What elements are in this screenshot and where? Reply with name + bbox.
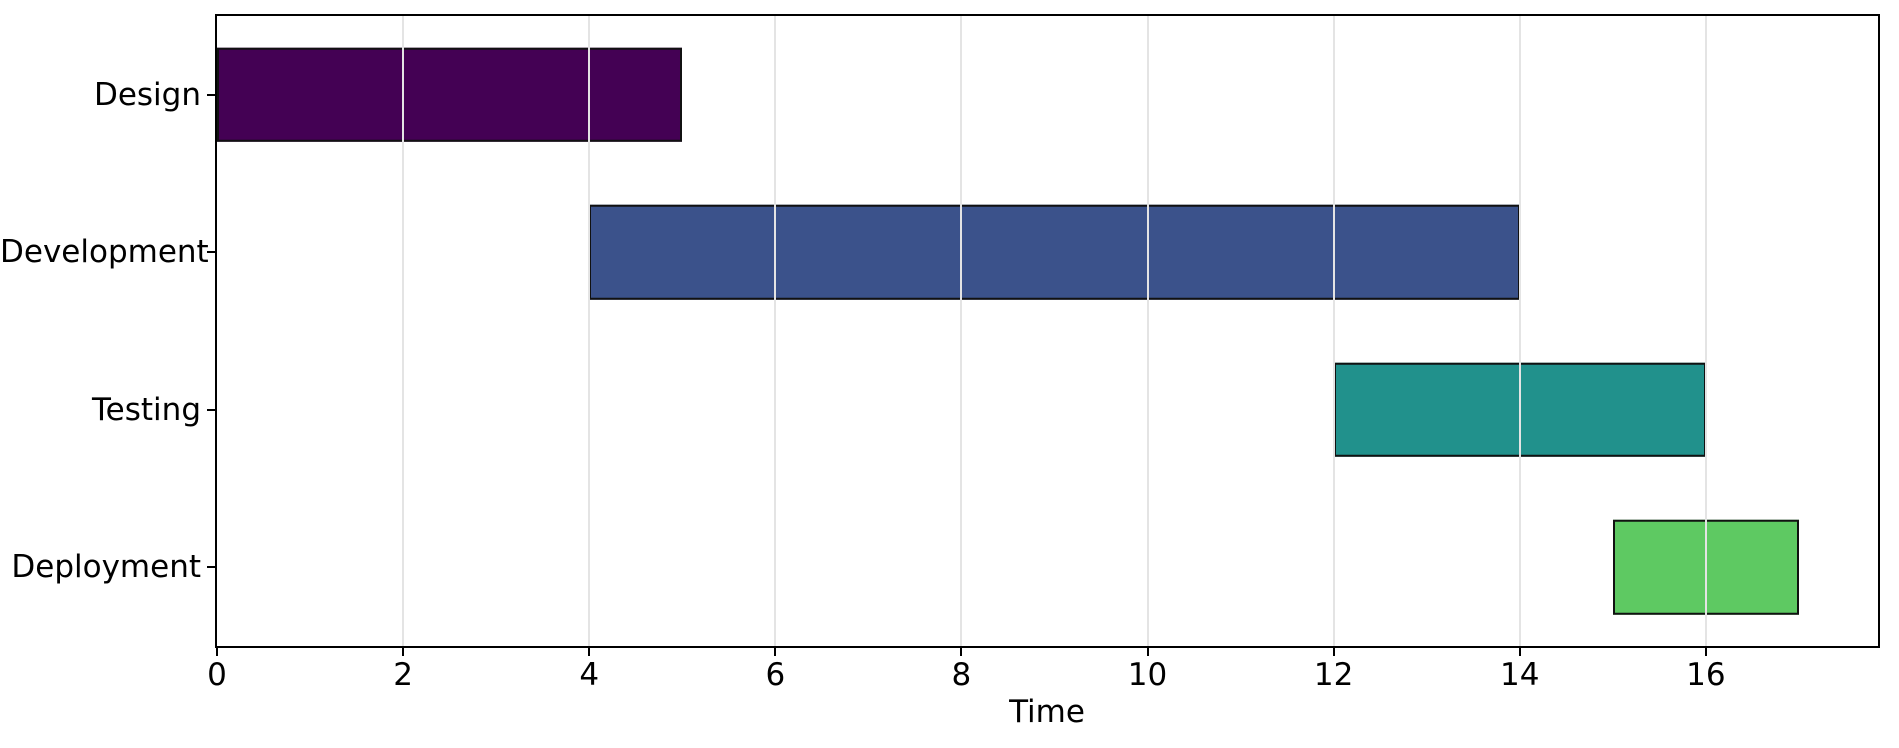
x-tick-8 xyxy=(960,646,963,656)
gridline-x-14 xyxy=(1518,16,1521,646)
x-tick-label-16: 16 xyxy=(1686,657,1726,693)
gridline-x-12 xyxy=(1332,16,1335,646)
x-tick-4 xyxy=(588,646,591,656)
y-tick-development xyxy=(207,251,215,254)
gridline-x-10 xyxy=(1146,16,1149,646)
x-tick-label-14: 14 xyxy=(1500,657,1540,693)
y-tick-deployment xyxy=(207,566,215,569)
bar-development xyxy=(589,205,1520,300)
y-tick-label-deployment: Deployment xyxy=(11,549,201,586)
x-tick-0 xyxy=(216,646,218,656)
gridline-x-6 xyxy=(774,16,777,646)
x-tick-label-12: 12 xyxy=(1313,657,1354,693)
x-tick-10 xyxy=(1146,646,1149,656)
x-tick-2 xyxy=(402,646,405,656)
gridline-x-16 xyxy=(1704,16,1707,646)
gridline-x-4 xyxy=(588,16,591,646)
bar-design xyxy=(217,47,683,142)
y-tick-label-testing: Testing xyxy=(92,391,201,428)
gridline-x-8 xyxy=(960,16,963,646)
y-tick-design xyxy=(207,93,215,96)
x-tick-label-2: 2 xyxy=(393,657,413,693)
y-tick-testing xyxy=(207,408,215,411)
x-tick-12 xyxy=(1332,646,1335,656)
x-tick-label-8: 8 xyxy=(951,657,972,693)
x-tick-label-0: 0 xyxy=(207,657,227,693)
x-tick-6 xyxy=(774,646,777,656)
x-tick-label-4: 4 xyxy=(579,657,600,693)
y-tick-label-development: Development xyxy=(0,234,209,271)
x-tick-label-6: 6 xyxy=(765,657,786,693)
plot-area xyxy=(215,14,1880,648)
x-tick-14 xyxy=(1518,646,1521,656)
y-tick-label-design: Design xyxy=(93,76,201,113)
x-axis-title: Time xyxy=(1009,694,1085,730)
gridline-x-2 xyxy=(402,16,405,646)
x-tick-label-10: 10 xyxy=(1127,657,1168,693)
x-tick-16 xyxy=(1704,646,1707,656)
